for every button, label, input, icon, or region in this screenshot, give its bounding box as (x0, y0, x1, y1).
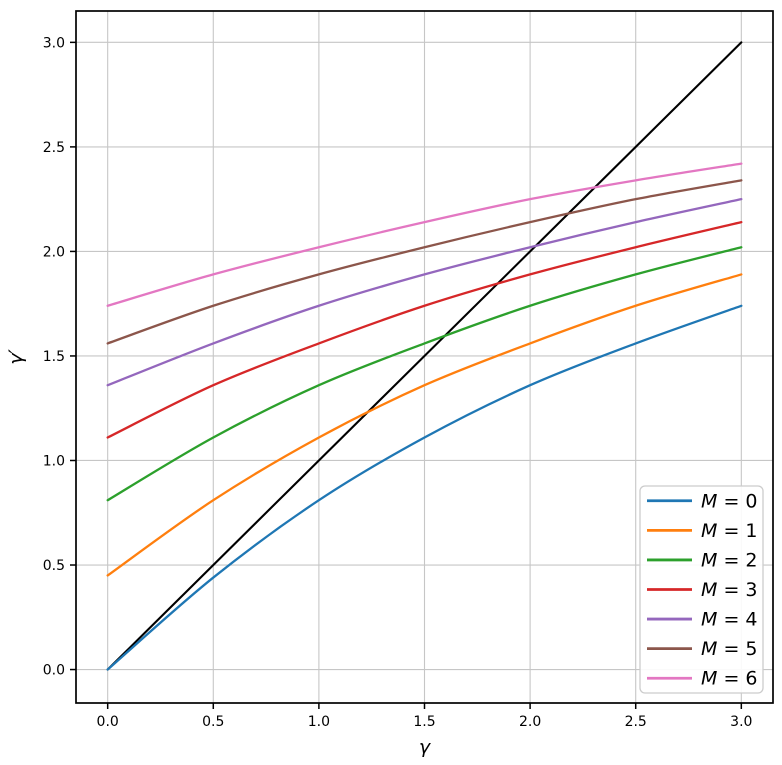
y-axis-tick-label: 3.0 (43, 35, 65, 51)
legend-label-M3: M = 3 (701, 579, 758, 601)
legend-label-M4: M = 4 (701, 609, 758, 631)
x-axis-tick-label: 2.0 (519, 714, 541, 730)
legend-label-M5: M = 5 (701, 638, 758, 660)
legend-frame (639, 485, 764, 694)
series-curve-M0 (106, 304, 743, 671)
x-axis-tick-label: 2.5 (625, 714, 647, 730)
y-axis-tick-label: 0.0 (43, 663, 65, 679)
series-curve-M1 (106, 273, 743, 577)
y-axis-label: γ′ (5, 349, 27, 365)
y-axis-tick-label: 1.0 (43, 453, 65, 469)
x-axis-tick-label: 0.0 (97, 714, 119, 730)
legend-label-M1: M = 1 (701, 520, 758, 542)
x-axis-tick-label: 0.5 (202, 714, 224, 730)
x-axis-tick-label: 1.0 (308, 714, 330, 730)
x-axis-tick-label: 3.0 (730, 714, 752, 730)
series-curve-M2 (106, 246, 743, 502)
series-curve-M5 (106, 179, 743, 345)
x-axis-label: γ (419, 736, 432, 758)
legend-label-M2: M = 2 (701, 549, 758, 571)
x-axis-tick-label: 1.5 (413, 714, 435, 730)
y-axis-tick-label: 1.5 (43, 349, 65, 365)
y-axis-tick-label: 0.5 (43, 558, 65, 574)
series-curve-M3 (106, 221, 743, 439)
y-axis-tick-label: 2.0 (43, 244, 65, 260)
series-curve-M4 (106, 198, 743, 387)
identity-line (106, 41, 743, 671)
series-curve-M6 (106, 162, 743, 307)
legend-label-M0: M = 0 (701, 490, 758, 512)
y-axis-tick-label: 2.5 (43, 140, 65, 156)
legend-label-M6: M = 6 (701, 668, 758, 690)
